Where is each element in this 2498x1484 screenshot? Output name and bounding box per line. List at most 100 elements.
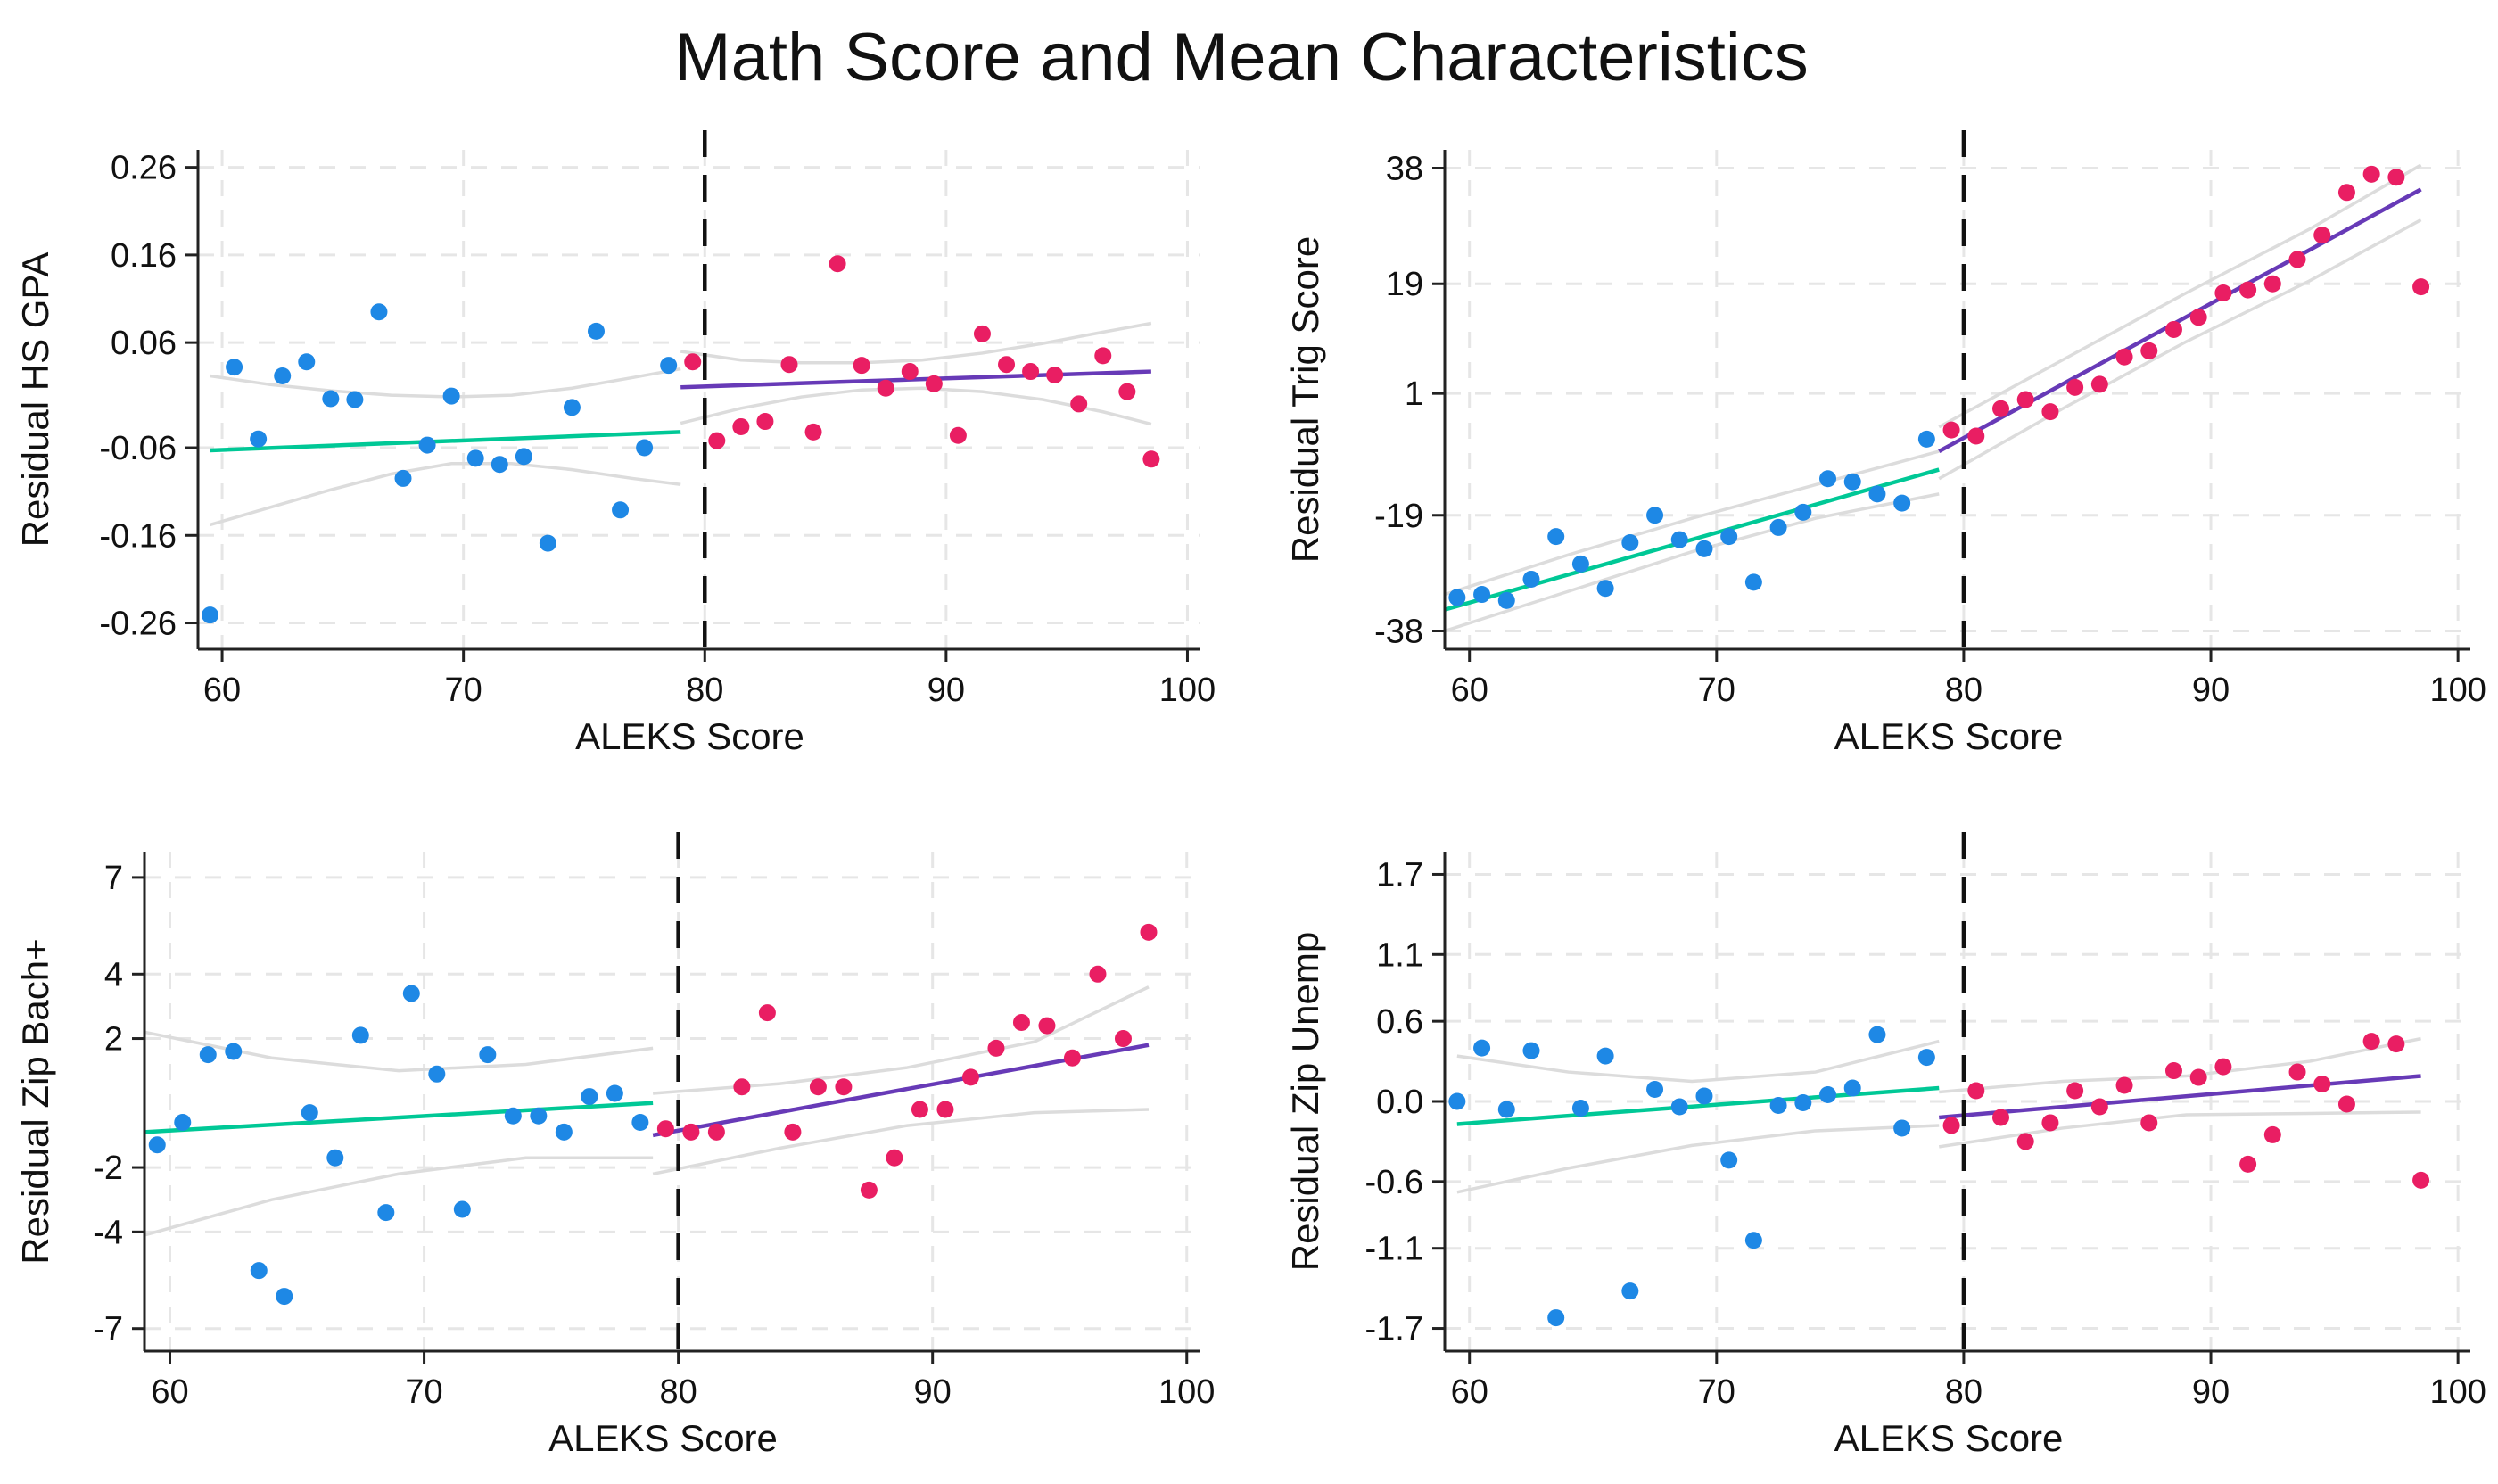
point-below xyxy=(1646,1081,1664,1099)
point-above xyxy=(901,363,919,381)
y-axis-title: Residual Trig Score xyxy=(1284,236,1326,564)
point-above xyxy=(682,1123,700,1141)
point-above xyxy=(1991,400,2009,417)
point-below xyxy=(636,439,654,457)
x-tick-label: 70 xyxy=(1698,1373,1735,1411)
point-above xyxy=(708,432,726,449)
ci-below-lower xyxy=(210,461,681,527)
point-below xyxy=(587,322,605,340)
y-tick-label: 1.7 xyxy=(1376,856,1423,894)
point-above xyxy=(2362,1033,2380,1051)
point-above xyxy=(925,375,943,392)
point-above xyxy=(780,356,798,374)
point-below xyxy=(1596,1047,1614,1065)
point-below xyxy=(1670,531,1688,548)
point-above xyxy=(2090,1098,2108,1116)
point-below xyxy=(1621,1282,1639,1300)
point-above xyxy=(656,1120,674,1138)
y-tick-label: 19 xyxy=(1386,266,1423,303)
fit-line-above xyxy=(1938,187,2422,454)
point-above xyxy=(2412,278,2430,296)
point-above xyxy=(2239,281,2257,299)
fit-line-below xyxy=(1444,467,1940,612)
point-below xyxy=(1868,1026,1886,1043)
x-tick-label: 80 xyxy=(1945,1373,1983,1411)
point-above xyxy=(1142,450,1160,468)
point-below xyxy=(453,1200,471,1218)
point-above xyxy=(2016,391,2034,408)
y-tick-label: 1 xyxy=(1405,375,1423,413)
point-below xyxy=(1448,589,1466,606)
point-above xyxy=(1063,1049,1081,1067)
point-below xyxy=(504,1107,522,1125)
point-below xyxy=(1473,1039,1491,1057)
y-tick-label: 7 xyxy=(104,860,123,897)
point-above xyxy=(2140,1114,2158,1132)
x-tick-label: 90 xyxy=(2192,1373,2230,1411)
point-above xyxy=(804,423,822,441)
y-tick-label: 2 xyxy=(104,1021,123,1059)
point-above xyxy=(2387,1035,2405,1053)
point-above xyxy=(2387,169,2405,186)
y-tick-label: -4 xyxy=(93,1214,123,1251)
point-below xyxy=(530,1107,548,1125)
ci-below-lower xyxy=(144,1156,654,1237)
point-above xyxy=(1046,366,1064,383)
point-above xyxy=(2115,1076,2133,1094)
point-above xyxy=(784,1123,802,1141)
point-above xyxy=(1012,1013,1030,1031)
point-below xyxy=(479,1046,497,1064)
ci-above-upper xyxy=(680,321,1152,365)
point-above xyxy=(2362,165,2380,183)
point-above xyxy=(911,1101,928,1118)
point-above xyxy=(809,1078,827,1096)
point-above xyxy=(684,353,702,371)
panel-zip-unemp: 60 70 80 90 100 1.7 1.1 0.6 0.0 -0.6 -1.1 -1.7 ALEKS… xyxy=(1284,832,2486,1459)
point-below xyxy=(1497,1101,1515,1118)
point-above xyxy=(1942,421,1960,439)
point-above xyxy=(1991,1109,2009,1126)
point-above xyxy=(707,1123,725,1141)
ci-above-upper xyxy=(1939,1036,2421,1094)
panel-trig-score: 60 70 80 90 100 38 19 1 -19 -38 ALEKS Score Residua… xyxy=(1284,130,2486,757)
fit-line-below xyxy=(210,430,681,453)
point-below xyxy=(351,1026,369,1044)
y-tick-label: 0.16 xyxy=(111,237,177,275)
y-tick-label: 4 xyxy=(104,956,123,993)
y-tick-label: 0.0 xyxy=(1376,1084,1423,1121)
point-below xyxy=(1522,1042,1540,1059)
point-above xyxy=(829,255,846,273)
point-below xyxy=(660,357,678,375)
point-above xyxy=(961,1068,979,1086)
panel-zip-bach: 60 70 80 90 100 7 4 2 -2 -4 -7 ALEKS Score Residual … xyxy=(14,832,1215,1459)
point-below xyxy=(370,303,388,321)
point-below xyxy=(394,469,412,487)
x-axis-title: ALEKS Score xyxy=(548,1417,778,1459)
point-above xyxy=(2214,1058,2232,1076)
point-above xyxy=(733,1078,751,1096)
x-tick-label: 60 xyxy=(203,672,241,709)
point-above xyxy=(2066,378,2084,396)
point-above xyxy=(877,379,894,397)
y-tick-label: -19 xyxy=(1374,498,1423,535)
point-above xyxy=(936,1101,954,1118)
point-above xyxy=(2263,275,2281,293)
point-below xyxy=(1744,1232,1762,1249)
point-below xyxy=(199,1046,217,1064)
y-tick-label: 38 xyxy=(1386,150,1423,187)
point-below xyxy=(326,1149,344,1167)
point-below xyxy=(418,436,436,454)
point-below xyxy=(276,1288,293,1306)
point-below xyxy=(1571,555,1589,573)
point-above xyxy=(853,357,870,375)
ci-above-lower xyxy=(1938,218,2422,481)
ci-below-upper xyxy=(1444,449,1940,597)
point-below xyxy=(402,985,420,1002)
point-below xyxy=(1769,1096,1787,1114)
point-above xyxy=(2189,1068,2207,1086)
y-tick-label: -0.06 xyxy=(99,430,177,467)
point-above xyxy=(2239,1155,2257,1173)
fit-line-below xyxy=(144,1101,654,1134)
ci-below-lower xyxy=(1456,1124,1940,1194)
